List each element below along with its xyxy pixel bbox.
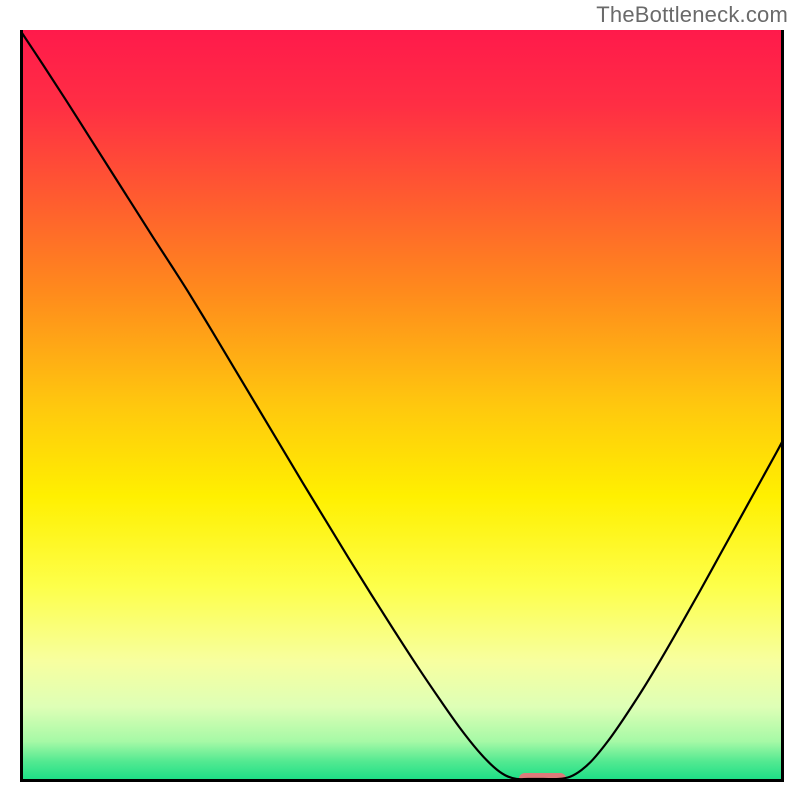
bottleneck-curve-chart [20,30,784,782]
chart-frame: TheBottleneck.com [0,0,800,800]
gradient-background [20,30,784,782]
plot-area [20,30,784,782]
watermark-text: TheBottleneck.com [596,2,788,28]
